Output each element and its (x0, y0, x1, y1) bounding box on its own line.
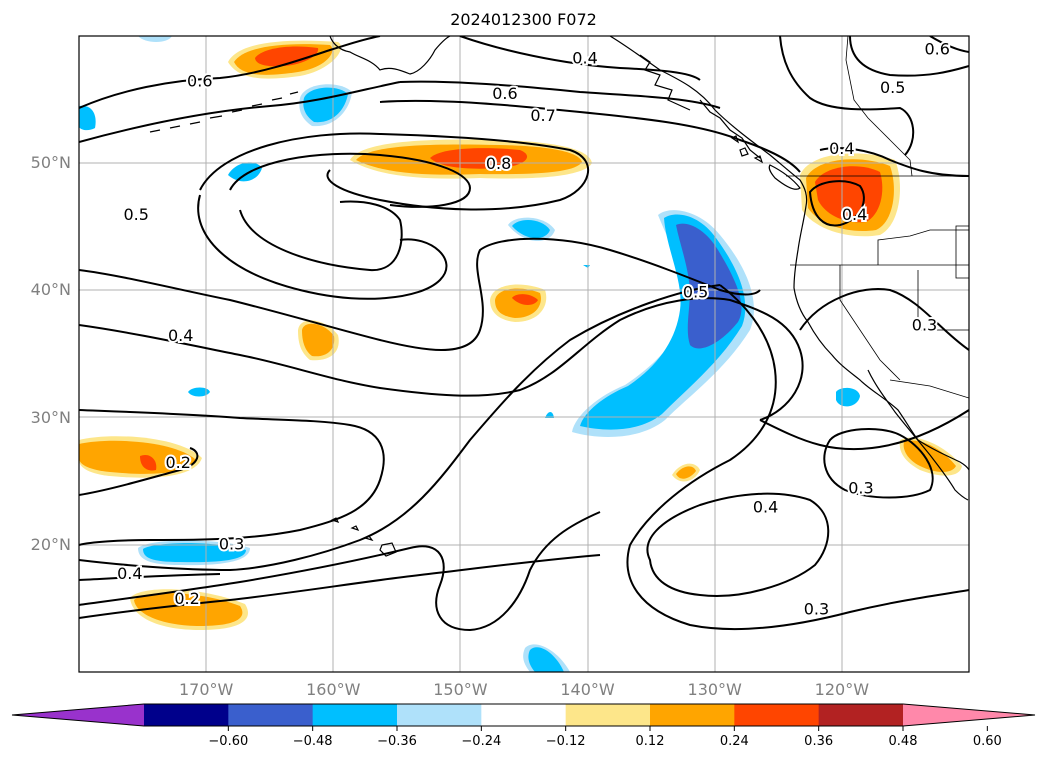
contour-label: 0.4 (168, 326, 193, 345)
colorbar-tick-label: −0.60 (208, 734, 249, 749)
anomaly-fills (79, 36, 962, 672)
colorbar-segment (228, 704, 314, 726)
colorbar-tick-label: −0.12 (545, 734, 586, 749)
contour-label: 0.7 (530, 106, 555, 125)
longitude-label: 160°W (306, 680, 361, 699)
colorbar-segment (144, 704, 229, 726)
latitude-label: 30°N (30, 407, 71, 427)
colorbar-tick-label: 0.12 (635, 734, 665, 749)
map-title: 2024012300 F072 (450, 10, 597, 29)
colorbar-tick-label: 0.36 (804, 734, 834, 749)
contour-label: 0.5 (683, 283, 708, 302)
colorbar-extend-high (903, 704, 1035, 726)
colorbar-tick-label: −0.36 (377, 734, 417, 749)
colorbar-tick-label: −0.24 (461, 734, 502, 749)
contour-label: 0.5 (123, 205, 148, 224)
longitude-label: 140°W (560, 680, 615, 699)
colorbar-segment (734, 704, 820, 726)
longitude-label: 170°W (178, 680, 234, 699)
colorbar-tick-label: 0.24 (719, 734, 749, 749)
longitude-label: 130°W (687, 680, 742, 699)
longitude-label: 120°W (814, 680, 870, 699)
contour-label: 0.3 (804, 599, 829, 618)
contour-lines (79, 36, 969, 632)
latitude-label: 50°N (30, 153, 71, 173)
colorbar-segment (818, 704, 904, 726)
colorbar-tick-label: 0.48 (888, 734, 918, 749)
map-background (79, 36, 969, 672)
colorbar-tick-label: 0.60 (972, 734, 1002, 749)
map-frame (78, 35, 970, 673)
contour-label: 0.5 (880, 78, 905, 97)
contour-label: 0.6 (492, 84, 517, 103)
longitude-label: 150°W (433, 680, 488, 699)
colorbar-segment (650, 704, 735, 726)
colorbar (11, 703, 1036, 731)
colorbar-segment (312, 704, 398, 726)
contour-label: 0.6 (187, 72, 212, 91)
contour-labels: 0.6 0.4 0.6 0.7 0.8 0.5 0.5 0.4 0.4 0.4 0.5 0.6 0.3 0… (115, 38, 952, 621)
contour-label: 0.4 (572, 49, 597, 68)
contour-label: 0.4 (753, 498, 778, 517)
colorbar-segment (397, 704, 482, 726)
contour-label: 0.2 (165, 453, 190, 472)
colorbar-segment (481, 704, 567, 726)
latitude-label: 20°N (30, 534, 71, 554)
contour-label: 0.3 (848, 479, 873, 498)
contour-label: 0.2 (174, 589, 199, 608)
contour-label: 0.3 (219, 535, 244, 554)
colorbar-tick-label: −0.48 (292, 734, 333, 749)
contour-label: 0.4 (117, 564, 142, 583)
contour-label: 0.3 (912, 316, 937, 335)
colorbar-extend-low (12, 704, 144, 726)
latitude-label: 40°N (30, 280, 71, 300)
colorbar-outline (11, 703, 1036, 727)
colorbar-segment (565, 704, 651, 726)
contour-label: 0.8 (486, 154, 511, 173)
contour-label: 0.4 (829, 139, 854, 158)
contour-label: 0.6 (924, 40, 949, 59)
contour-label: 0.4 (842, 205, 867, 224)
